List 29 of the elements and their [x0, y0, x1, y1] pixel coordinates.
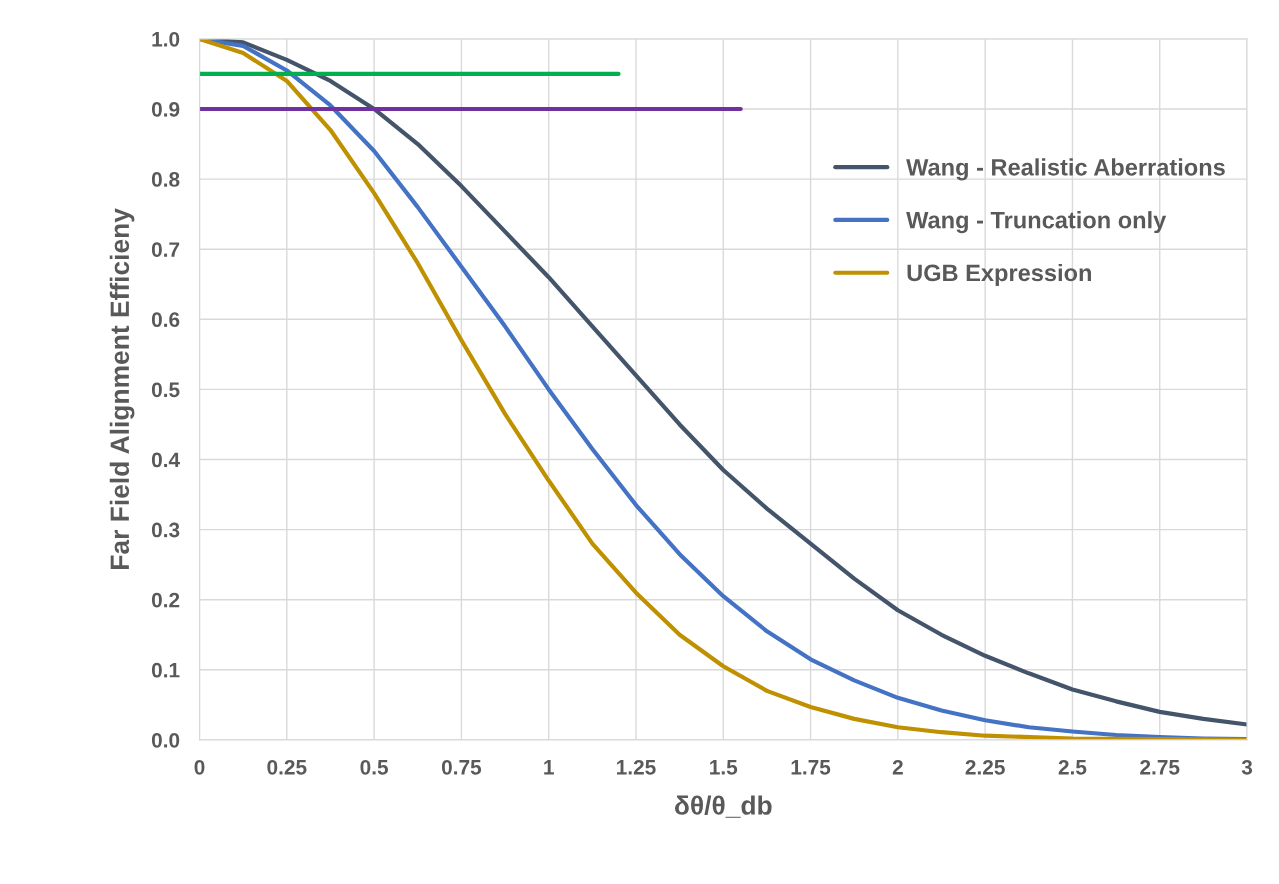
x-tick-label: 1.25 [617, 759, 656, 775]
x-tick-label: 0 [194, 759, 205, 775]
x-tick-label: 2.75 [1140, 759, 1180, 775]
x-tick-label: 2 [892, 759, 903, 775]
legend-label: Wang - Truncation only [906, 211, 1167, 234]
y-tick-label: 0.4 [151, 452, 180, 468]
y-tick-label: 0.3 [151, 522, 180, 538]
x-tick-label: 1 [544, 760, 554, 775]
x-tick-label: 0.5 [360, 759, 389, 775]
y-tick-label: 0.0 [151, 732, 180, 748]
y-axis-title: Far Field Alignment Efficieny [109, 208, 135, 569]
x-tick-label: 1.75 [791, 760, 831, 775]
y-tick-label: 0.7 [151, 242, 180, 257]
x-tick-label: 3 [1241, 759, 1253, 775]
y-tick-label: 0.8 [151, 172, 180, 187]
legend-label: Wang - Realistic Aberrations [906, 158, 1225, 181]
y-tick-label: 0.5 [151, 382, 180, 398]
x-tick-label: 2.25 [965, 759, 1005, 775]
y-tick-label: 1.0 [152, 31, 180, 47]
x-tick-label: 2.5 [1058, 759, 1087, 775]
x-tick-label: 0.75 [441, 759, 482, 775]
x-axis-title: δθ/θ_db [675, 795, 772, 818]
legend-label: UGB Expression [907, 263, 1091, 286]
y-tick-label: 0.6 [151, 312, 180, 328]
x-tick-label: 0.25 [267, 759, 307, 775]
y-tick-label: 0.9 [151, 102, 180, 117]
x-tick-label: 1.5 [710, 760, 738, 775]
y-tick-label: 0.1 [151, 662, 180, 678]
y-tick-label: 0.2 [151, 592, 180, 608]
